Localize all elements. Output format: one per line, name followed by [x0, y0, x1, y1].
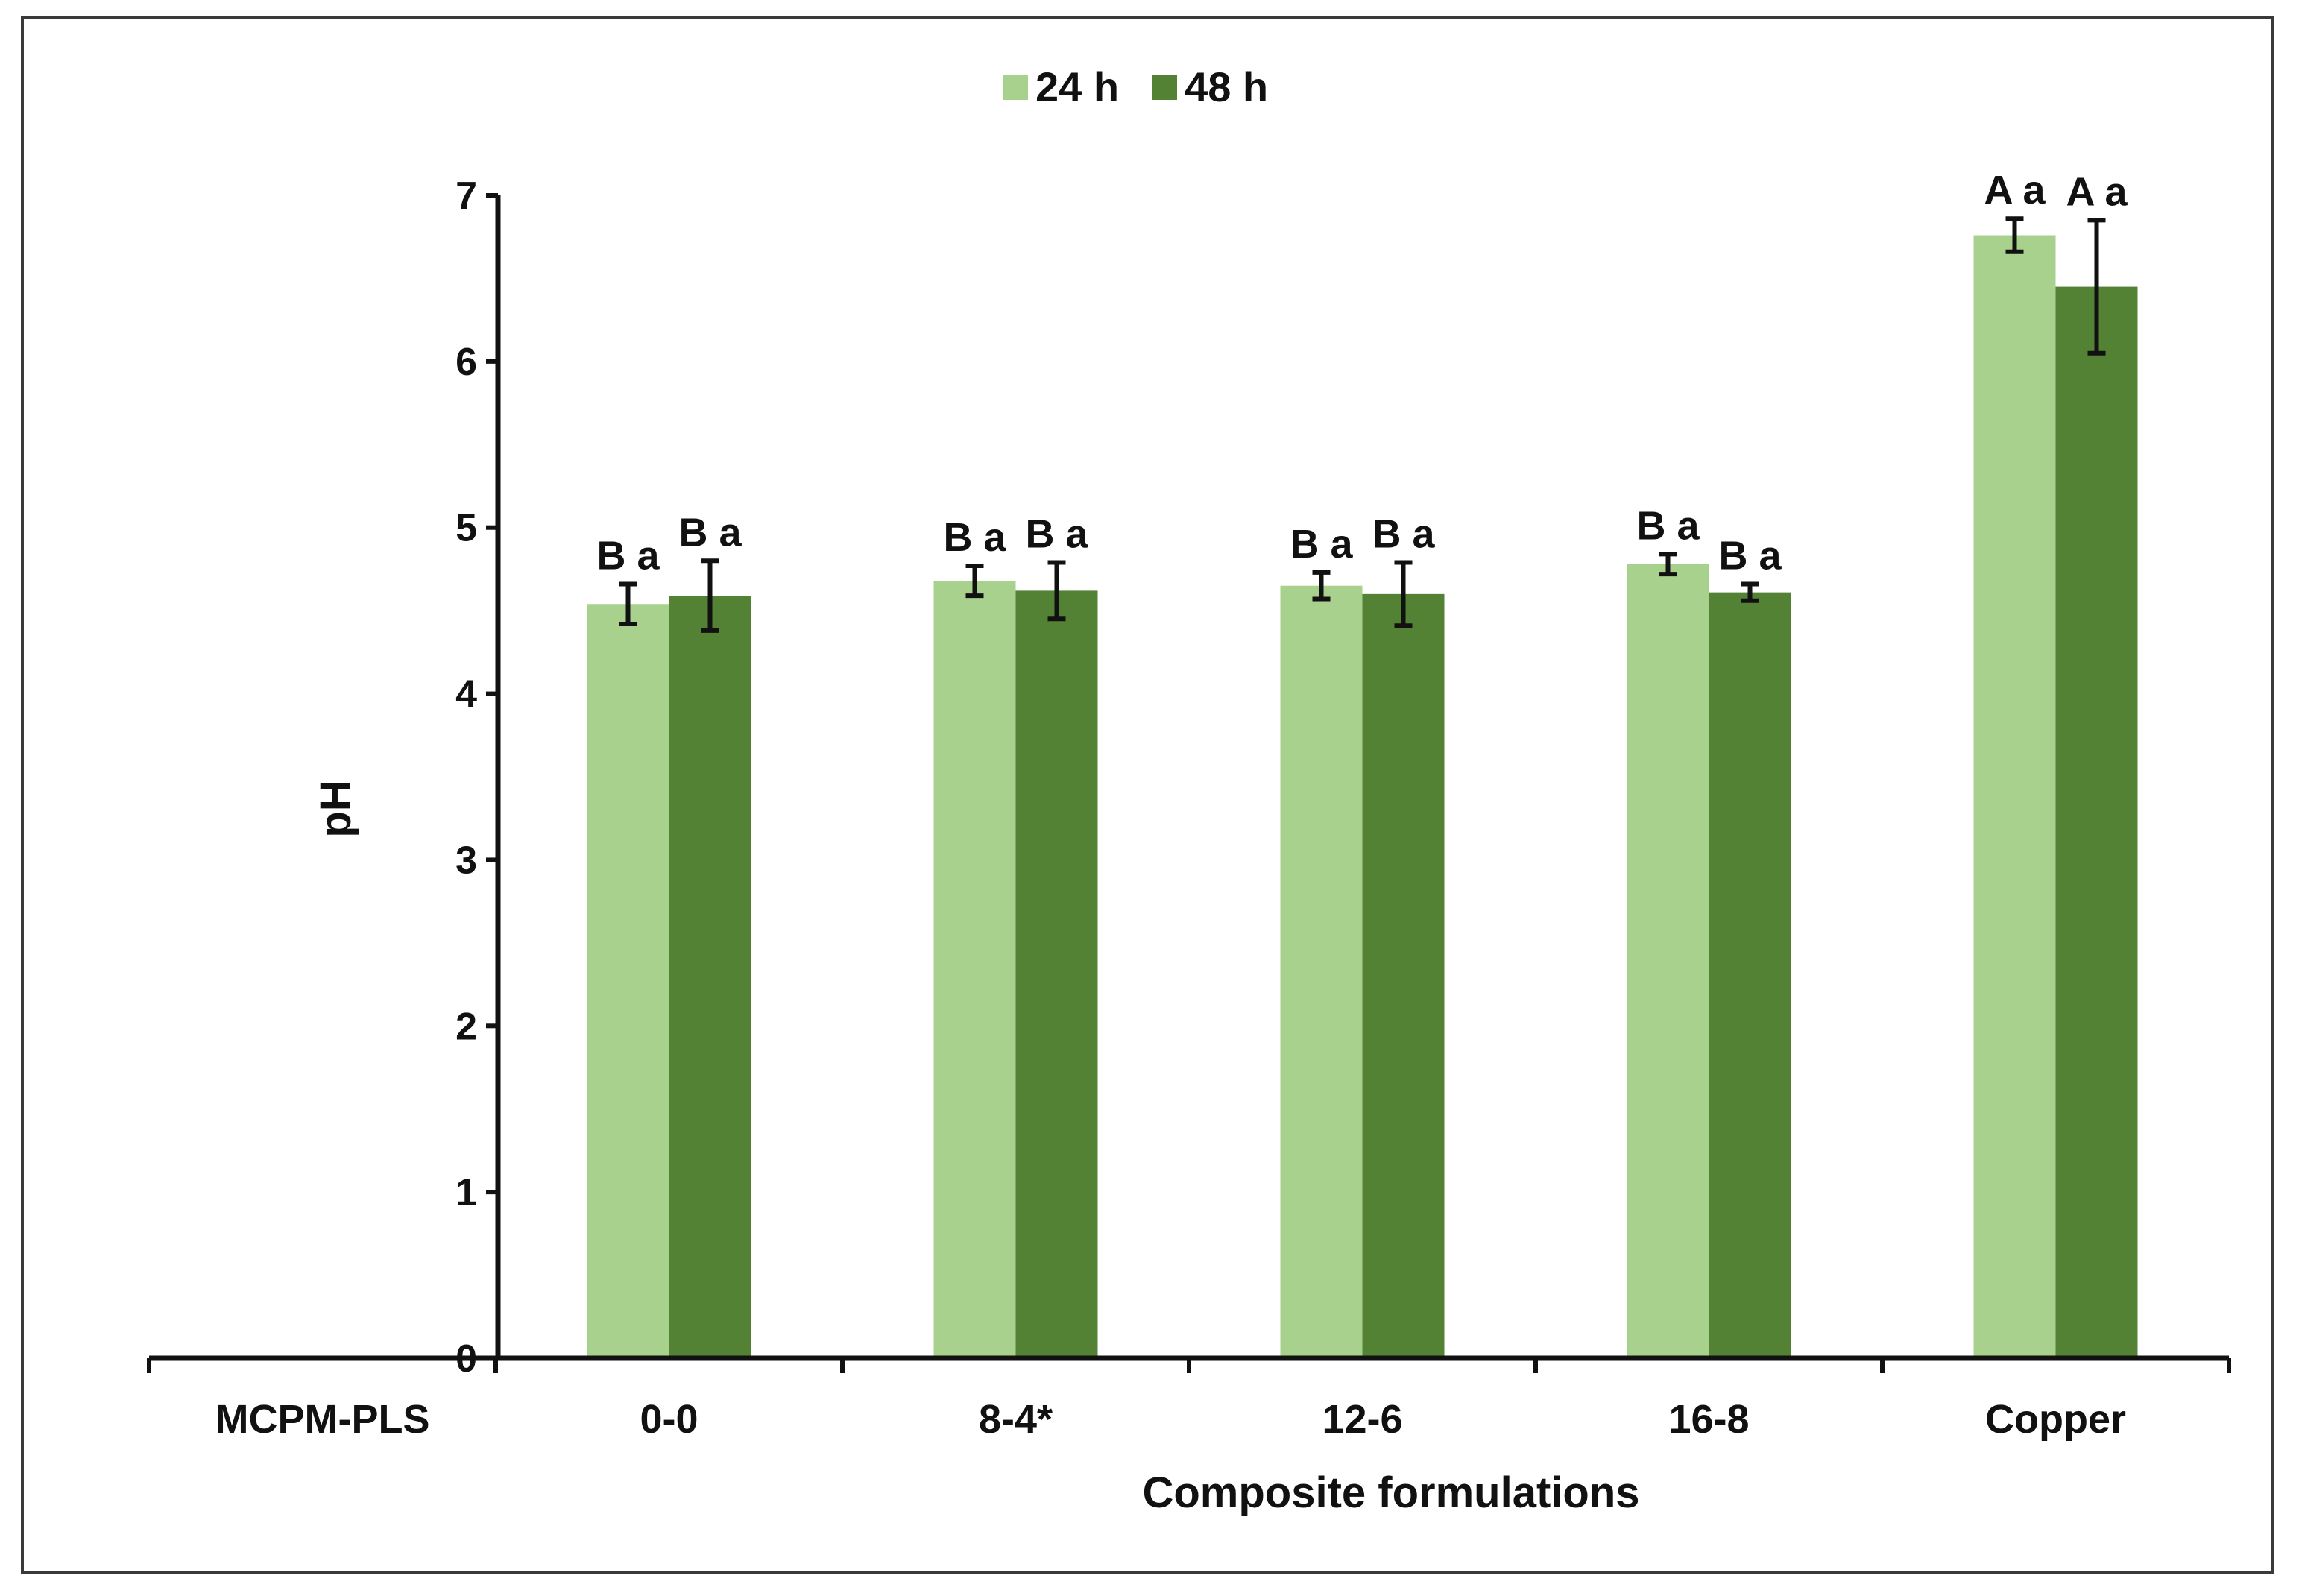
y-axis-title: pH	[312, 780, 360, 837]
bar-48h-12-6	[1362, 593, 1445, 1358]
significance-label: B a	[1290, 522, 1353, 567]
legend: 24 h 48 h	[1003, 63, 1301, 111]
significance-label: B a	[1372, 512, 1435, 557]
y-tick-label: 1	[455, 1171, 477, 1214]
y-tick-label: 3	[455, 839, 477, 882]
bar-24h-0-0	[587, 604, 669, 1358]
y-tick-label: 2	[455, 1005, 477, 1048]
legend-swatch-48h	[1152, 74, 1178, 100]
significance-label: B a	[1718, 533, 1782, 578]
y-tick-label: 4	[455, 673, 477, 716]
significance-label: B a	[678, 510, 742, 555]
x-axis-title: Composite formulations	[1142, 1469, 1639, 1517]
x-tick-label: Copper	[1985, 1397, 2126, 1442]
chart-frame	[21, 16, 2274, 1574]
bar-48h-8-4*	[1015, 590, 1098, 1358]
legend-item-48h: 48 h	[1152, 63, 1268, 111]
legend-label-48h: 48 h	[1185, 63, 1269, 110]
bar-24h-8-4*	[933, 581, 1016, 1358]
x-tick-label: 16-8	[1668, 1397, 1749, 1442]
bar-48h-0-0	[669, 596, 751, 1358]
significance-label: B a	[943, 515, 1006, 560]
legend-label-24h: 24 h	[1035, 63, 1120, 110]
y-tick-label: 6	[455, 341, 477, 384]
y-tick-label: 7	[455, 174, 477, 218]
bar-24h-16-8	[1627, 564, 1709, 1358]
significance-label: A a	[1984, 168, 2046, 212]
x-tick-label: 8-4*	[979, 1397, 1053, 1442]
bar-48h-Copper	[2055, 286, 2138, 1359]
x-tick-label: MCPM-PLS	[215, 1397, 430, 1442]
legend-swatch-24h	[1003, 74, 1028, 100]
significance-label: B a	[1636, 503, 1700, 548]
bar-48h-16-8	[1709, 592, 1791, 1358]
legend-item-24h: 24 h	[1003, 63, 1119, 111]
bar-24h-Copper	[1973, 235, 2056, 1358]
x-tick-label: 0-0	[640, 1397, 698, 1442]
x-tick-label: 12-6	[1322, 1397, 1402, 1442]
significance-label: B a	[1025, 512, 1088, 557]
bar-24h-12-6	[1280, 585, 1363, 1358]
y-tick-label: 5	[455, 507, 477, 550]
significance-label: A a	[2066, 169, 2128, 214]
significance-label: B a	[596, 533, 660, 578]
